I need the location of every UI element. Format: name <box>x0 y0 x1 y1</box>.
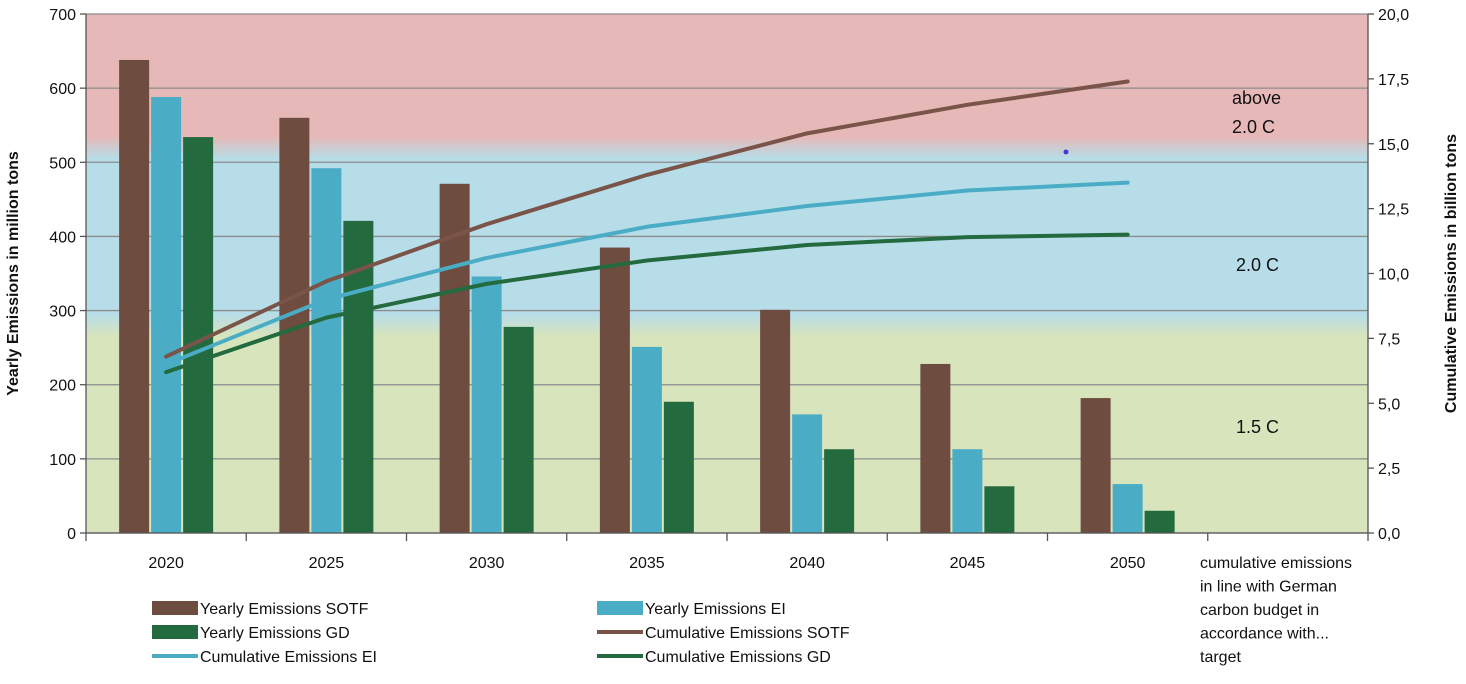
y-right-tick-label: 5,0 <box>1378 396 1400 413</box>
note-line: cumulative emissions <box>1200 555 1352 572</box>
x-tick-label-2030: 2030 <box>469 555 505 572</box>
bars <box>119 59 1175 534</box>
legend-label: Yearly Emissions EI <box>645 601 786 618</box>
x-tick-label-2045: 2045 <box>950 555 986 572</box>
y-right-tick-label: 0,0 <box>1378 526 1400 543</box>
y-right-tick-label: 7,5 <box>1378 331 1400 348</box>
legend-label: Yearly Emissions GD <box>200 625 350 642</box>
x-tick-label-2020: 2020 <box>148 555 184 572</box>
bar-yearly-emissions-sotf-2040 <box>760 309 791 533</box>
bar-yearly-emissions-ei-2050 <box>1112 484 1143 533</box>
line-cumulative-emissions-sotf <box>164 79 1130 359</box>
bar-yearly-emissions-gd-2040 <box>824 449 855 533</box>
band-label: above <box>1232 88 1281 108</box>
y-left-tick-label: 700 <box>49 7 76 24</box>
axes: 0 100 200 300 400 500 600 700 0,0 2,5 5,0 7,5 10,0 12… <box>49 7 1409 572</box>
plot-background <box>86 14 1368 533</box>
bar-yearly-emissions-ei-2045 <box>952 449 983 533</box>
band-labels: 1.5 C 2.0 C above 2.0 C <box>1232 88 1281 437</box>
band-label: 2.0 C <box>1232 117 1275 137</box>
bar-yearly-emissions-sotf-2030 <box>439 183 470 533</box>
bar-yearly-emissions-gd-2035 <box>663 401 694 533</box>
bar-yearly-emissions-ei-2040 <box>792 414 823 533</box>
legend-label: Yearly Emissions SOTF <box>200 601 369 618</box>
y-right-tick-label: 12,5 <box>1378 202 1409 219</box>
x-tick-label-2050: 2050 <box>1110 555 1146 572</box>
legend-label: Cumulative Emissions GD <box>645 649 831 666</box>
bar-yearly-emissions-sotf-2050 <box>1080 398 1111 533</box>
y-left-tick-label: 400 <box>49 229 76 246</box>
y-right-tick-label: 2,5 <box>1378 461 1400 478</box>
y-right-tick-label: 17,5 <box>1378 72 1409 89</box>
bar-yearly-emissions-gd-2050 <box>1144 510 1175 533</box>
y-right-tick-label: 15,0 <box>1378 137 1409 154</box>
x-tick-label-2025: 2025 <box>309 555 345 572</box>
note-line: in line with German <box>1200 579 1337 596</box>
note-line: target <box>1200 649 1241 666</box>
bar-yearly-emissions-ei-2025 <box>311 168 342 533</box>
legend-label: Cumulative Emissions SOTF <box>645 625 850 642</box>
y-left-tick-label: 100 <box>49 452 76 469</box>
bar-yearly-emissions-gd-2045 <box>984 486 1015 533</box>
legend-swatch <box>152 625 198 639</box>
band-label: 2.0 C <box>1236 255 1279 275</box>
x-tick-label-2040: 2040 <box>789 555 825 572</box>
y-axis-left-title: Yearly Emissions in million tons <box>5 151 22 396</box>
note-line: carbon budget in <box>1200 602 1319 619</box>
bar-yearly-emissions-ei-2030 <box>471 276 502 533</box>
cumulative-lines <box>164 79 1130 375</box>
bar-yearly-emissions-sotf-2020 <box>119 59 150 534</box>
y-left-tick-label: 600 <box>49 81 76 98</box>
y-left-tick-label: 500 <box>49 155 76 172</box>
bar-yearly-emissions-gd-2030 <box>503 326 534 533</box>
x-tick-label-2035: 2035 <box>629 555 665 572</box>
bar-yearly-emissions-sotf-2035 <box>599 247 630 534</box>
bar-yearly-emissions-ei-2020 <box>151 97 182 533</box>
line-cumulative-emissions-ei <box>164 180 1130 367</box>
y-right-tick-label: 20,0 <box>1378 7 1409 24</box>
extra-category-note: cumulative emissions in line with German c… <box>1200 555 1352 666</box>
y-left-tick-label: 300 <box>49 304 76 321</box>
bar-yearly-emissions-sotf-2045 <box>920 363 951 533</box>
legend-swatch <box>597 601 643 615</box>
y-left-tick-label: 200 <box>49 378 76 395</box>
note-line: accordance with... <box>1200 626 1329 643</box>
y-axis-right-title: Cumulative Emissions in billion tons <box>1443 134 1460 413</box>
y-right-tick-label: 10,0 <box>1378 267 1409 284</box>
band-label: 1.5 C <box>1236 417 1279 437</box>
stray-dot <box>1063 149 1069 155</box>
legend-label: Cumulative Emissions EI <box>200 649 377 666</box>
legend-swatch <box>152 601 198 615</box>
legend: Yearly Emissions SOTF Yearly Emissions EI… <box>152 601 850 666</box>
bar-yearly-emissions-ei-2035 <box>631 346 662 533</box>
line-cumulative-emissions-gd <box>164 232 1130 375</box>
y-left-tick-label: 0 <box>67 526 76 543</box>
